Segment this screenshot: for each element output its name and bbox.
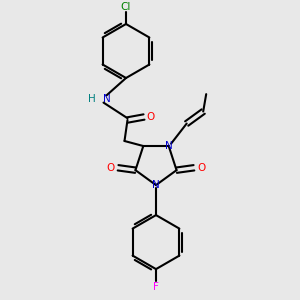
Text: F: F (153, 281, 159, 292)
Text: H: H (88, 94, 95, 104)
Text: N: N (152, 180, 160, 190)
Text: N: N (165, 141, 172, 151)
Text: N: N (103, 94, 111, 104)
Text: O: O (197, 163, 206, 173)
Text: Cl: Cl (121, 2, 131, 12)
Text: O: O (106, 163, 115, 173)
Text: O: O (147, 112, 155, 122)
